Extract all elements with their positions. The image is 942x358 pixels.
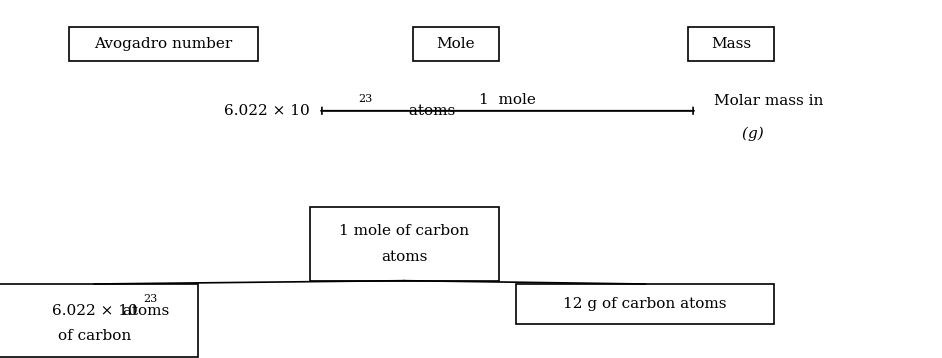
FancyBboxPatch shape (69, 28, 258, 61)
Text: 23: 23 (358, 94, 373, 104)
Text: (​g​): (​g​) (742, 127, 764, 141)
FancyBboxPatch shape (310, 207, 499, 281)
Text: Molar mass in: Molar mass in (714, 94, 823, 108)
Text: atoms: atoms (381, 250, 428, 264)
Text: 23: 23 (143, 294, 157, 304)
Text: atoms: atoms (119, 304, 170, 318)
FancyBboxPatch shape (0, 284, 198, 357)
Text: Mole: Mole (436, 37, 475, 51)
Text: 12 g of carbon atoms: 12 g of carbon atoms (563, 297, 727, 311)
FancyBboxPatch shape (689, 28, 774, 61)
FancyBboxPatch shape (516, 284, 774, 324)
Text: 1 mole of carbon: 1 mole of carbon (339, 224, 469, 238)
Text: Mass: Mass (711, 37, 752, 51)
Text: of carbon: of carbon (57, 329, 131, 343)
FancyBboxPatch shape (413, 28, 499, 61)
Text: 1  mole: 1 mole (479, 93, 536, 107)
Text: atoms: atoms (404, 104, 456, 118)
Text: 6.022 × 10: 6.022 × 10 (224, 104, 310, 118)
Text: Avogadro number: Avogadro number (94, 37, 233, 51)
Text: 6.022 × 10: 6.022 × 10 (52, 304, 138, 318)
